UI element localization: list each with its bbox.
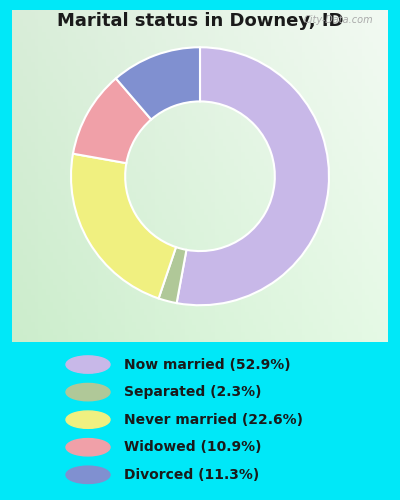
- Text: City-Data.com: City-Data.com: [304, 15, 374, 25]
- Text: Separated (2.3%): Separated (2.3%): [124, 385, 262, 399]
- Text: Never married (22.6%): Never married (22.6%): [124, 412, 303, 426]
- Circle shape: [66, 411, 110, 428]
- Wedge shape: [71, 154, 176, 298]
- Text: Marital status in Downey, ID: Marital status in Downey, ID: [57, 12, 343, 30]
- Wedge shape: [116, 48, 200, 120]
- Circle shape: [66, 438, 110, 456]
- Circle shape: [66, 356, 110, 373]
- Wedge shape: [158, 247, 186, 303]
- Text: Now married (52.9%): Now married (52.9%): [124, 358, 291, 372]
- Circle shape: [66, 466, 110, 483]
- Circle shape: [66, 384, 110, 401]
- Text: Widowed (10.9%): Widowed (10.9%): [124, 440, 262, 454]
- Text: Divorced (11.3%): Divorced (11.3%): [124, 468, 259, 482]
- Wedge shape: [177, 48, 329, 305]
- Wedge shape: [73, 78, 151, 163]
